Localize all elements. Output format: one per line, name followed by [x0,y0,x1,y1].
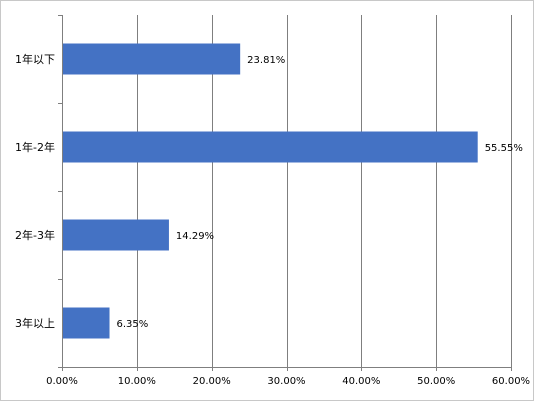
x-tick-label: 10.00% [118,376,156,387]
bars [63,43,478,339]
bar-value-label: 14.29% [176,231,214,242]
x-tick-label: 40.00% [342,376,380,387]
x-tick-label: 20.00% [193,376,231,387]
x-tick-label: 60.00% [492,376,530,387]
bar-value-label: 6.35% [117,319,149,330]
x-tick-label: 30.00% [267,376,305,387]
y-category-label: 1年-2年 [15,140,55,154]
labels: 0.00% 10.00% 20.00% 30.00% 40.00% 50.00% 60.00… [15,52,530,387]
bar-1 [63,43,241,75]
y-category-label: 1年以下 [15,52,55,66]
bar-value-label: 55.55% [485,143,523,154]
axes [58,15,512,371]
y-category-label: 3年以上 [15,316,55,330]
bar-4 [63,307,110,339]
y-category-label: 2年-3年 [15,228,55,242]
bar-value-label: 23.81% [247,55,285,66]
bar-3 [63,219,169,251]
x-tick-label: 0.00% [46,376,78,387]
bar-2 [63,131,478,163]
x-tick-label: 50.00% [417,376,455,387]
